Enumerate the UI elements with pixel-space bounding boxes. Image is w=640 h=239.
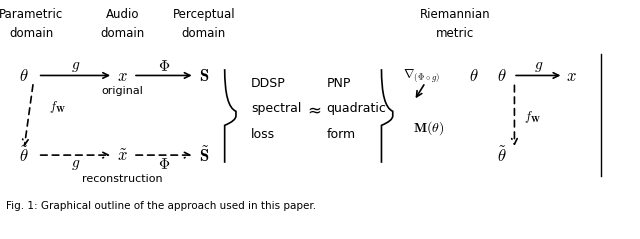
Text: $f_{\mathbf{W}}$: $f_{\mathbf{W}}$ xyxy=(49,99,67,115)
Text: reconstruction: reconstruction xyxy=(82,174,163,184)
Text: Fig. 1: Graphical outline of the approach used in this paper.: Fig. 1: Graphical outline of the approac… xyxy=(6,201,317,211)
Text: $\nabla_{(\Phi \circ g)}$: $\nabla_{(\Phi \circ g)}$ xyxy=(403,68,440,84)
Text: $g$: $g$ xyxy=(71,59,80,74)
Text: $x$: $x$ xyxy=(566,67,576,85)
Text: DDSP: DDSP xyxy=(251,77,285,90)
Text: $\tilde{\theta}$: $\tilde{\theta}$ xyxy=(19,146,29,166)
Text: $\tilde{x}$: $\tilde{x}$ xyxy=(117,147,128,165)
Text: $g$: $g$ xyxy=(534,59,543,74)
Text: Audio: Audio xyxy=(106,8,139,21)
Text: $g$: $g$ xyxy=(71,157,80,172)
Text: Perceptual: Perceptual xyxy=(173,8,236,21)
Text: $\mathbf{S}$: $\mathbf{S}$ xyxy=(199,67,209,85)
Text: Parametric: Parametric xyxy=(0,8,63,21)
Text: Riemannian: Riemannian xyxy=(420,8,490,21)
Text: spectral: spectral xyxy=(251,103,301,115)
Text: $\mathbf{\Phi}$: $\mathbf{\Phi}$ xyxy=(157,59,170,74)
Text: $\mathbf{\Phi}$: $\mathbf{\Phi}$ xyxy=(157,157,170,172)
Text: $\tilde{\theta}$: $\tilde{\theta}$ xyxy=(497,146,507,166)
Text: $f_{\mathbf{W}}$: $f_{\mathbf{W}}$ xyxy=(524,109,540,125)
Text: quadratic: quadratic xyxy=(326,103,386,115)
Text: domain: domain xyxy=(182,27,226,40)
Text: $x$: $x$ xyxy=(117,67,128,85)
Text: $\theta$: $\theta$ xyxy=(19,67,29,85)
Text: domain: domain xyxy=(10,27,54,40)
Text: original: original xyxy=(102,86,143,96)
Text: metric: metric xyxy=(436,27,474,40)
Text: $\theta$: $\theta$ xyxy=(469,67,479,85)
Text: loss: loss xyxy=(251,128,275,141)
Text: $\approx$: $\approx$ xyxy=(304,100,321,118)
Text: form: form xyxy=(326,128,355,141)
Text: domain: domain xyxy=(100,27,145,40)
Text: $\tilde{\mathbf{S}}$: $\tilde{\mathbf{S}}$ xyxy=(198,146,209,166)
Text: $\mathbf{M}(\theta)$: $\mathbf{M}(\theta)$ xyxy=(413,119,444,136)
Text: $\theta$: $\theta$ xyxy=(497,67,507,85)
Text: PNP: PNP xyxy=(326,77,351,90)
